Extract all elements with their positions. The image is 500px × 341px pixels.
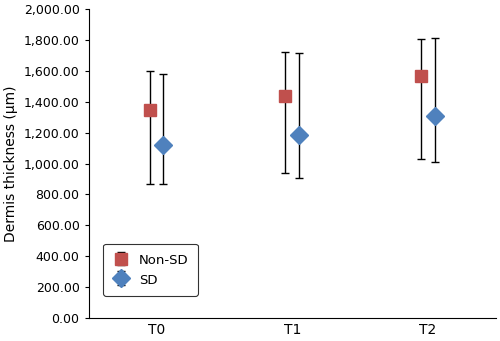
Y-axis label: Dermis thickness (μm): Dermis thickness (μm) — [4, 85, 18, 242]
Legend: Non-SD, SD: Non-SD, SD — [104, 244, 198, 296]
